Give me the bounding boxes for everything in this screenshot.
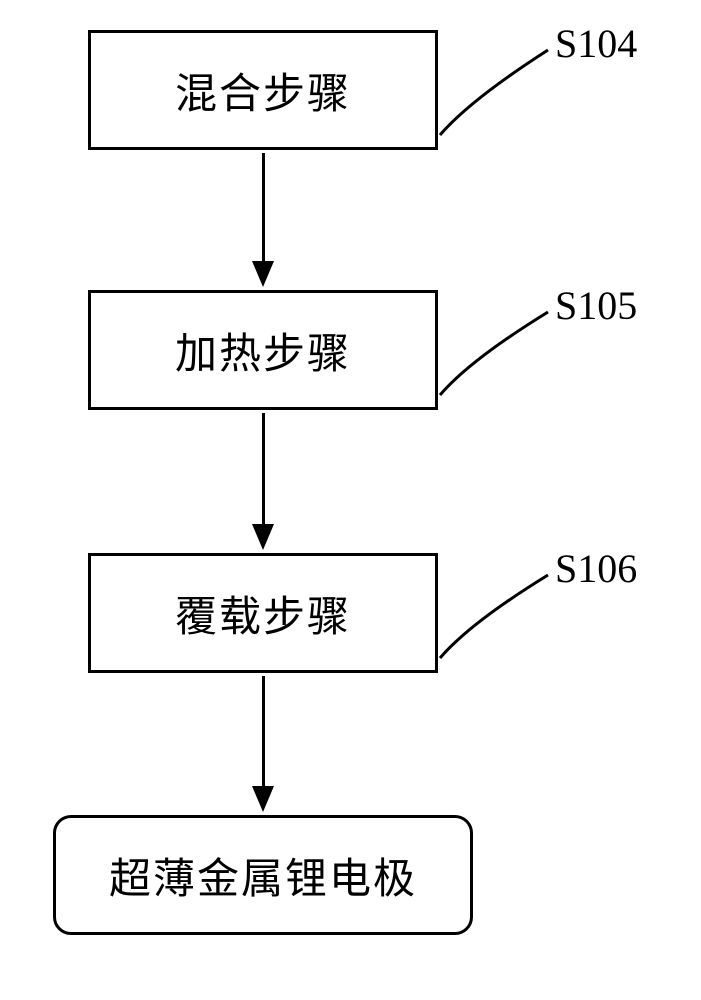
flow-step-text: 混合步骤 xyxy=(175,60,351,121)
flow-arrow-head-icon xyxy=(252,786,274,812)
step-id-label: S104 xyxy=(555,20,637,67)
flow-step-box: 覆载步骤 xyxy=(88,553,438,673)
step-id-label: S106 xyxy=(555,545,637,592)
flow-step-box: 加热步骤 xyxy=(88,290,438,410)
callout-curve-icon xyxy=(435,307,553,400)
flow-step-box: 混合步骤 xyxy=(88,30,438,150)
flow-result-text: 超薄金属锂电极 xyxy=(109,845,417,906)
flow-arrow-line xyxy=(262,153,265,265)
flow-arrow-line xyxy=(262,413,265,528)
flow-arrow-line xyxy=(262,676,265,790)
step-id-label: S105 xyxy=(555,282,637,329)
callout-curve-icon xyxy=(435,570,553,663)
flow-arrow-head-icon xyxy=(252,261,274,287)
flow-arrow-head-icon xyxy=(252,524,274,550)
flow-result-box: 超薄金属锂电极 xyxy=(53,815,473,935)
callout-curve-icon xyxy=(435,45,553,140)
flow-step-text: 加热步骤 xyxy=(175,320,351,381)
flow-step-text: 覆载步骤 xyxy=(175,583,351,644)
